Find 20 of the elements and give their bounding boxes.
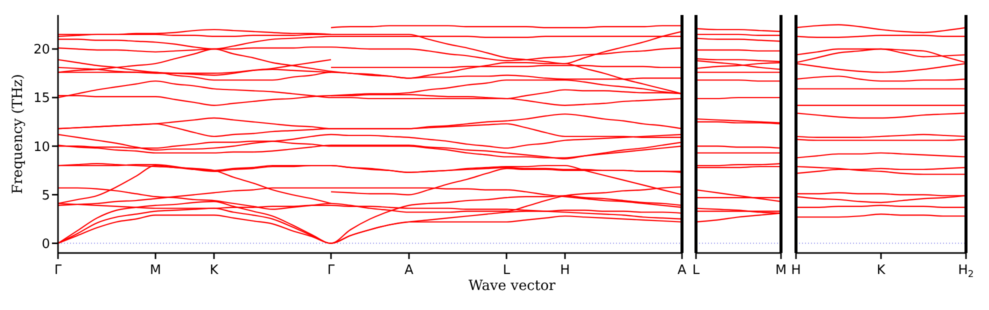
- x-tick-label: M: [775, 263, 787, 278]
- y-tick-label: 5: [42, 188, 50, 204]
- x-tick-label: L: [502, 263, 511, 278]
- x-tick-label: L: [692, 263, 700, 278]
- x-tick-label: A: [678, 263, 687, 278]
- y-tick-label: 0: [42, 236, 50, 252]
- x-tick-label: H: [791, 263, 801, 278]
- y-tick-label: 15: [33, 91, 50, 106]
- y-tick-label: 10: [33, 140, 50, 155]
- x-tick-label: M: [150, 263, 162, 278]
- x-tick-label: A: [404, 263, 414, 278]
- x-tick-label: H$_{2}$: [958, 263, 974, 280]
- x-tick-label: K: [210, 263, 219, 278]
- x-tick-label: Γ: [327, 263, 336, 278]
- x-tick-label: Γ: [54, 263, 62, 278]
- x-tick-label: K: [876, 263, 886, 278]
- y-tick-label: 20: [33, 42, 50, 58]
- x-tick-label: H: [560, 263, 570, 278]
- x-axis-title: Wave vector: [468, 278, 556, 294]
- y-axis-title: Frequency (THz): [10, 72, 26, 196]
